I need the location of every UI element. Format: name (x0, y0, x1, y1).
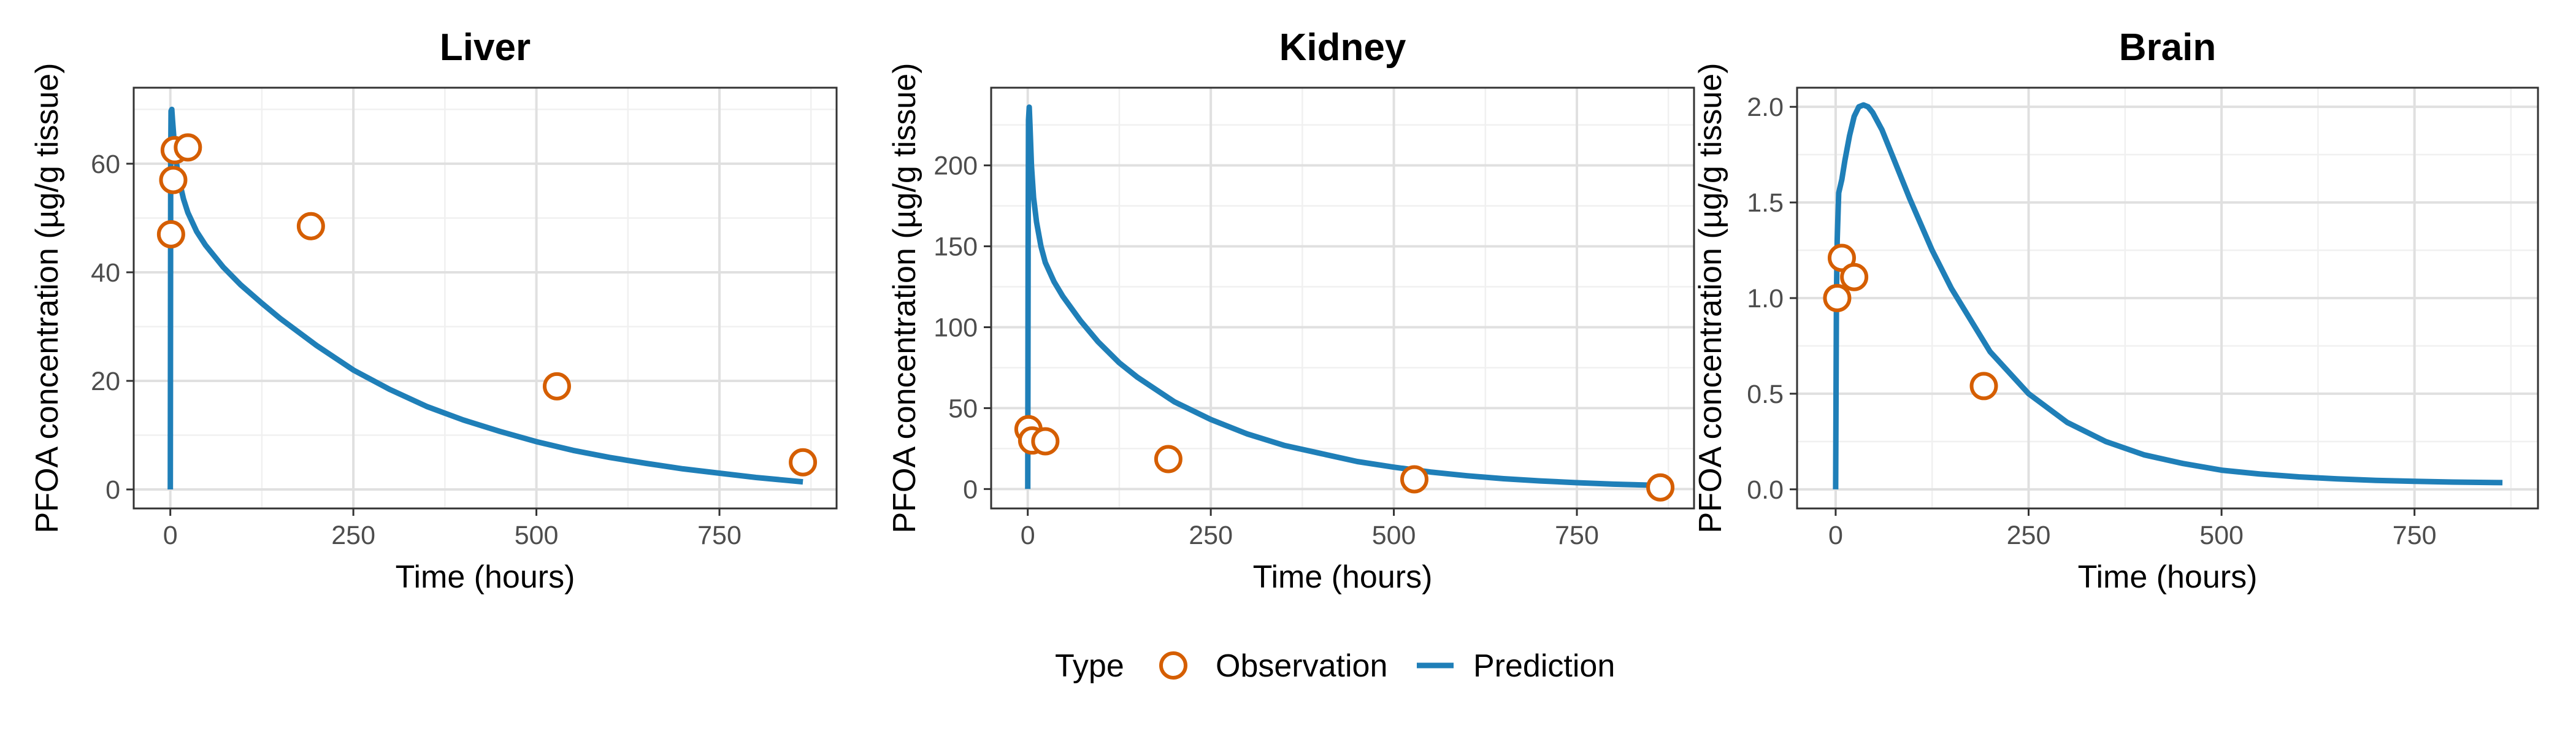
y-tick-label: 20 (91, 367, 120, 396)
x-tick-label: 0 (1021, 521, 1035, 550)
x-tick-label: 500 (1372, 521, 1416, 550)
panel-liver: 0 250 500 750 0 20 40 60 Liver Time (hours) PFOA c… (29, 26, 838, 595)
observation-point (789, 448, 818, 477)
y-tick-label: 2.0 (1747, 93, 1784, 122)
panel-border (1796, 86, 2539, 510)
observation-point (1840, 263, 1869, 291)
x-axis-title: Time (hours) (2078, 559, 2258, 595)
observation-point (1031, 427, 1060, 456)
observation-point (1400, 465, 1428, 494)
x-axis-title: Time (hours) (1253, 559, 1433, 595)
x-tick-label: 0 (163, 521, 178, 550)
legend-prediction-label: Prediction (1473, 648, 1615, 684)
y-tick-label: 1.5 (1747, 188, 1784, 218)
y-tick-label: 0.5 (1747, 380, 1784, 409)
y-tick-label: 1.0 (1747, 284, 1784, 313)
panel-brain: 0 250 500 750 0.0 0.5 1.0 1.5 2.0 Brain Time (hour… (1693, 26, 2539, 595)
x-axis-title: Time (hours) (396, 559, 575, 595)
y-tick-label: 200 (933, 151, 978, 181)
x-tick-label: 500 (2199, 521, 2244, 550)
y-tick-label: 40 (91, 258, 120, 288)
observation-point (1827, 243, 1856, 272)
observation-point (1646, 473, 1675, 502)
x-tick-label: 750 (2393, 521, 2437, 550)
x-tick-label: 250 (331, 521, 375, 550)
x-tick-label: 250 (2007, 521, 2051, 550)
prediction-line-kidney (1025, 104, 1661, 489)
y-tick-label: 0.0 (1747, 475, 1784, 505)
prediction-line-liver (167, 106, 803, 490)
y-tick-label: 0 (105, 475, 120, 505)
panel-border (132, 86, 838, 510)
y-tick-label: 100 (933, 313, 978, 342)
observation-point (542, 372, 571, 401)
panel-title: Liver (440, 26, 531, 69)
observation-point (1969, 372, 1998, 401)
x-tick-label: 250 (1189, 521, 1233, 550)
observation-point (159, 166, 188, 194)
observation-point (1823, 284, 1852, 312)
legend-observation-label: Observation (1216, 648, 1387, 684)
observation-point (1154, 445, 1183, 473)
legend-title: Type (1055, 648, 1124, 684)
panel-kidney: 0 250 500 750 0 50 100 150 200 Kidney Time (hours)… (887, 26, 1695, 595)
prediction-line-brain (1833, 102, 2503, 489)
panel-title: Kidney (1279, 26, 1406, 69)
legend-observation-key (1159, 651, 1187, 680)
y-tick-label: 60 (91, 150, 120, 179)
observation-point (296, 212, 325, 240)
x-tick-label: 750 (697, 521, 742, 550)
legend: Type Observation Prediction (1055, 648, 1615, 684)
observation-point (174, 133, 202, 162)
y-axis-title: PFOA concentration (µg/g tissue) (887, 63, 922, 534)
panel-border (990, 86, 1695, 510)
y-tick-label: 0 (963, 475, 978, 504)
y-tick-label: 150 (933, 232, 978, 262)
y-tick-label: 50 (948, 394, 978, 423)
observation-point (156, 220, 185, 248)
panel-title: Brain (2119, 26, 2216, 69)
y-axis-title: PFOA concentration (µg/g tissue) (29, 63, 65, 534)
x-tick-label: 0 (1828, 521, 1843, 550)
x-tick-label: 750 (1555, 521, 1599, 550)
x-tick-label: 500 (515, 521, 559, 550)
y-axis-title: PFOA concentration (µg/g tissue) (1693, 63, 1728, 534)
